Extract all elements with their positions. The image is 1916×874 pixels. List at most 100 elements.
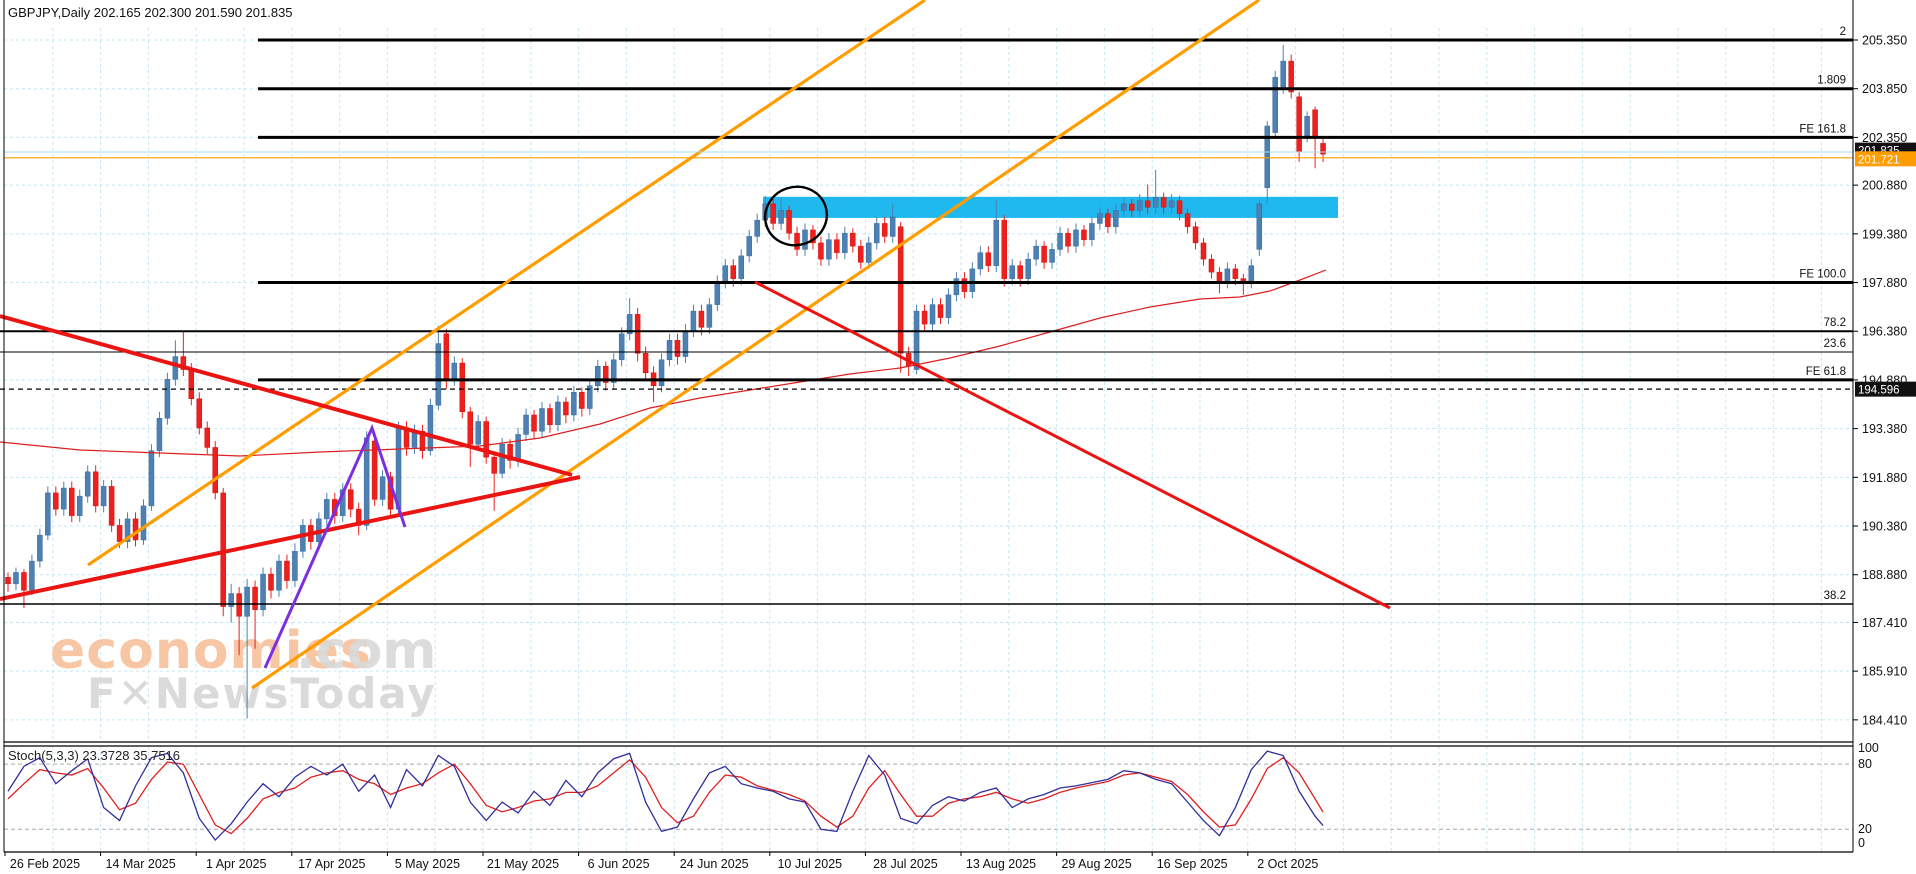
date-axis-label: 28 Jul 2025 [873, 857, 938, 871]
moving-average-layer [0, 269, 1327, 457]
candle-body [850, 232, 856, 247]
candle-body [953, 278, 960, 296]
candle-body [1025, 258, 1031, 279]
candle-body [674, 340, 681, 357]
candle-body [292, 551, 298, 581]
candle-body [977, 252, 984, 270]
price-axis-label: 203.850 [1862, 82, 1907, 96]
stoch-axis-label: 0 [1858, 836, 1865, 850]
candle-body [1200, 242, 1207, 260]
candle-body [116, 525, 123, 542]
candle-body [379, 476, 386, 500]
candle-body [1208, 258, 1215, 273]
chart-title: GBPJPY,Daily 202.165 202.300 201.590 201… [8, 5, 293, 20]
candle-body [897, 226, 904, 354]
candle-body [778, 210, 784, 224]
date-axis-label: 10 Jul 2025 [777, 857, 842, 871]
candle-body [204, 427, 210, 448]
candle-body [571, 392, 577, 416]
candle-body [754, 219, 760, 237]
candle-body [172, 356, 179, 380]
candle-body [1097, 213, 1103, 224]
date-axis-label: 5 May 2025 [395, 857, 460, 871]
level-badge-text: 194.596 [1858, 385, 1900, 397]
price-axis-label: 188.880 [1862, 568, 1907, 582]
candle-body [1152, 197, 1159, 208]
candle-body [658, 359, 665, 387]
candle-body [45, 492, 51, 536]
resistance-band [763, 196, 1338, 218]
candle-body [1033, 245, 1039, 260]
red-trend-line [754, 280, 1391, 610]
candle-body [467, 411, 474, 445]
candle-body [730, 265, 737, 279]
candle-body [1105, 213, 1111, 227]
candle-body [236, 593, 242, 617]
candle-body [284, 560, 290, 581]
candle-body [459, 362, 466, 412]
candle-body [1089, 223, 1095, 240]
candle-body [196, 398, 203, 429]
candle-body [1049, 249, 1055, 263]
candle-body [1144, 200, 1151, 208]
date-axis-label: 13 Aug 2025 [966, 857, 1036, 871]
candle-body [1176, 200, 1183, 214]
candle-body [810, 229, 816, 244]
candle-body [794, 232, 800, 250]
fib-level-label: FE 61.8 [1806, 366, 1846, 378]
price-axis-label: 187.410 [1862, 616, 1907, 630]
date-axis-label: 24 Jun 2025 [680, 857, 749, 871]
candle-body [858, 245, 864, 263]
candle-body [427, 405, 434, 451]
candle-body [642, 353, 649, 374]
candle-body [276, 560, 282, 591]
candle-body [618, 333, 625, 361]
candle-body [738, 255, 744, 279]
date-axis-label: 6 Jun 2025 [588, 857, 650, 871]
candle-body [419, 430, 426, 451]
candle-body [108, 486, 115, 526]
candle-body [395, 427, 402, 510]
candle-body [1129, 203, 1135, 211]
candle-body [993, 219, 1000, 266]
price-axis-label: 191.880 [1862, 471, 1907, 485]
candle-body [21, 572, 27, 591]
candle-body [61, 487, 67, 510]
candle-body [913, 310, 920, 370]
price-axis-label: 202.350 [1862, 131, 1907, 145]
candle-body [5, 577, 11, 585]
last-price-badge [1855, 151, 1916, 167]
candle-body [1001, 219, 1007, 279]
candle-body [1224, 268, 1231, 283]
candle-body [37, 534, 43, 562]
candle-body [180, 356, 187, 370]
candle-body [563, 401, 569, 416]
candle-body [579, 392, 585, 409]
axes-layer: 205.350 203.850 202.350 200.880 199.380 197.8… [4, 34, 1907, 871]
date-axis-label: 17 Apr 2025 [298, 857, 365, 871]
candle-body [634, 314, 641, 354]
candle-body [1288, 60, 1294, 93]
candle-body [515, 434, 521, 461]
candle-body [1304, 116, 1310, 137]
date-axis-label: 2 Oct 2025 [1257, 857, 1318, 871]
candle-body [746, 236, 752, 257]
candlestick-layer [5, 44, 1326, 719]
candle-body [1081, 229, 1087, 240]
fib-level-label: 38.2 [1824, 590, 1846, 602]
candle-body [722, 265, 729, 283]
price-axis-label: 196.380 [1862, 325, 1907, 339]
candle-body [212, 447, 218, 494]
candle-body [1009, 265, 1015, 279]
candle-body [1168, 200, 1175, 208]
candle-body [889, 216, 896, 237]
last-price-badge-text: 201.721 [1858, 154, 1900, 166]
candle-body [1065, 232, 1071, 247]
price-axis-label: 200.880 [1862, 179, 1907, 193]
candle-body [626, 314, 633, 335]
stoch-main-line [7, 750, 1324, 842]
fib-level-label: FE 100.0 [1799, 269, 1846, 281]
candle-body [268, 573, 274, 591]
